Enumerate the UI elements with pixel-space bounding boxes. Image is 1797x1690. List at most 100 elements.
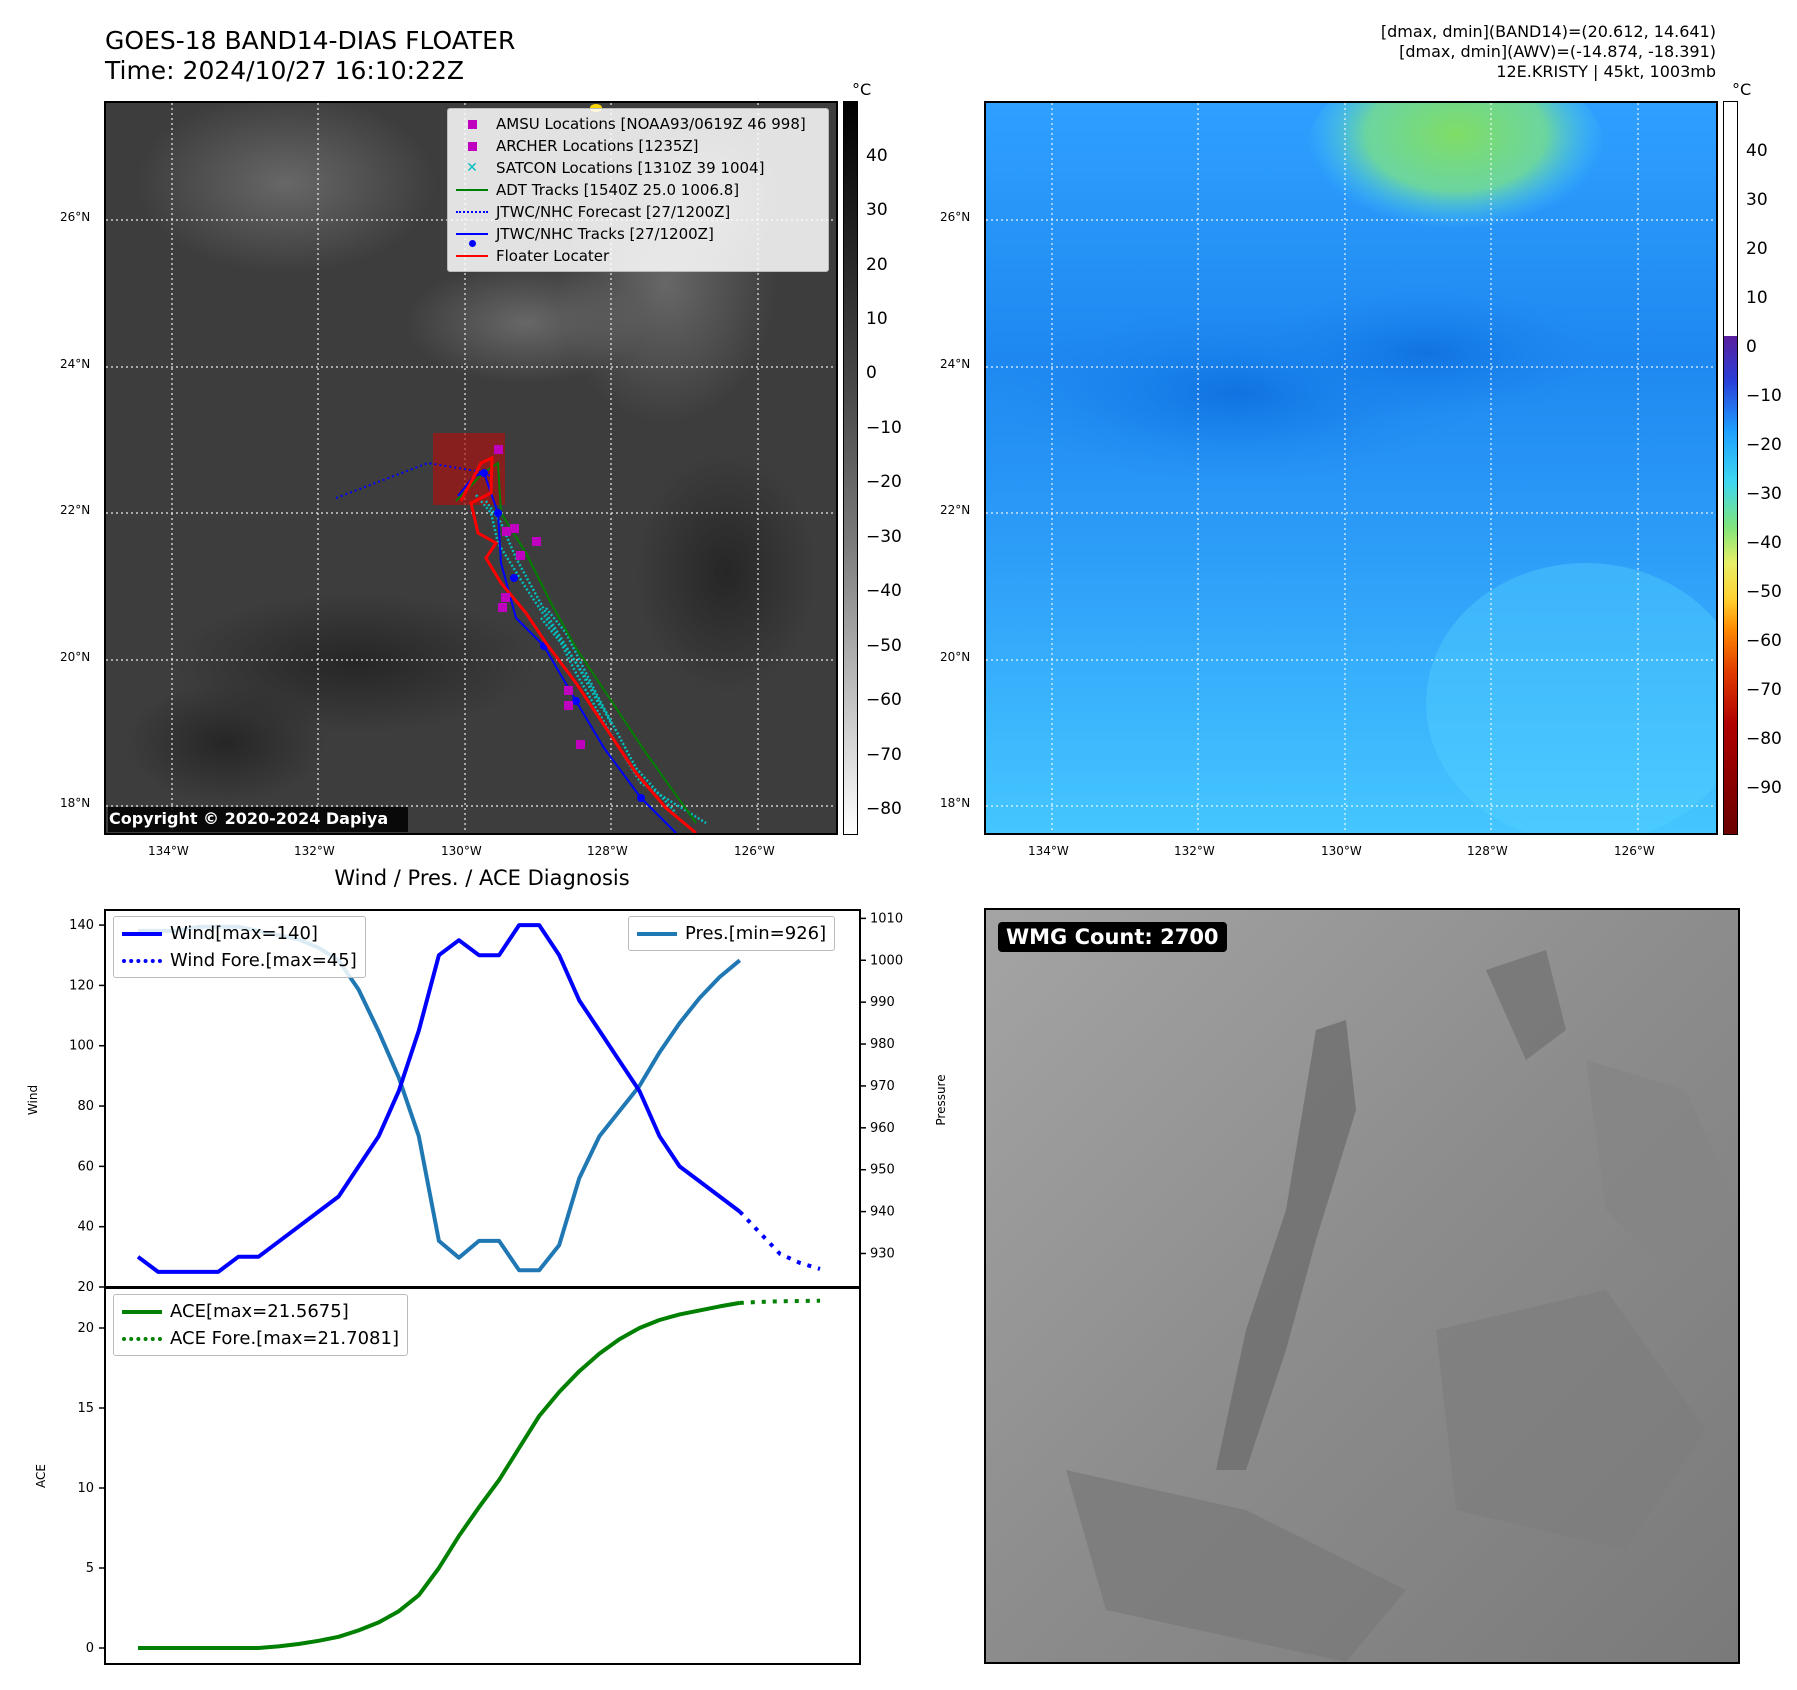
- lat-label: 20°N: [940, 650, 971, 664]
- satcon-x-icon: ✕: [466, 160, 478, 176]
- colorbar-left-tick: −70: [866, 745, 902, 765]
- colorbar-right-tick: 30: [1746, 190, 1768, 210]
- colorbar-left-tick: −10: [866, 418, 902, 438]
- colorbar-left-tick: 20: [866, 255, 888, 275]
- figure-time: Time: 2024/10/27 16:10:22Z: [105, 56, 464, 85]
- wind-forecast-line: [738, 1210, 821, 1271]
- colorbar-right-tick: −10: [1746, 386, 1782, 406]
- ir-map-panel: Copyright © 2020-2024 Dapiya AMSU Locati…: [104, 101, 838, 835]
- legend-floater: Floater Locater: [448, 245, 828, 267]
- colorbar-left-tick: −30: [866, 527, 902, 547]
- pressure-line-icon: [637, 931, 677, 936]
- wind-line: [136, 923, 742, 1274]
- colorbar-right-tick: −70: [1746, 680, 1782, 700]
- colorbar-right-tick: −30: [1746, 484, 1782, 504]
- colorbar-left-tick: −80: [866, 799, 902, 819]
- colorbar-left-tick: 30: [866, 200, 888, 220]
- lat-label: 18°N: [60, 796, 91, 810]
- colorbar-left: [843, 101, 858, 835]
- y-tick-label: 10: [77, 1481, 94, 1496]
- lon-label: 130°W: [1321, 844, 1362, 858]
- wind-line-icon: [122, 931, 162, 936]
- colorbar-right-tick: −90: [1746, 778, 1782, 798]
- y-tick-label: 100: [69, 1039, 94, 1054]
- colorbar-right-tick: −40: [1746, 533, 1782, 553]
- legend-wind-forecast: Wind Fore.[max=45]: [114, 947, 365, 974]
- lat-label: 22°N: [940, 503, 971, 517]
- colorbar-right-tick: 10: [1746, 288, 1768, 308]
- lon-label: 130°W: [441, 844, 482, 858]
- y-tick-label: 5: [86, 1561, 94, 1576]
- y-tick-label: 0: [86, 1641, 94, 1656]
- colorbar-right-tick: 20: [1746, 239, 1768, 259]
- y-tick-label: 15: [77, 1401, 94, 1416]
- colorbar-right-unit: °C: [1732, 80, 1752, 99]
- map-legend: AMSU Locations [NOAA93/0619Z 46 998] ARC…: [447, 108, 829, 272]
- y-tick-label: 60: [77, 1159, 94, 1174]
- y-tick-label: 80: [77, 1099, 94, 1114]
- y-tick-label: 140: [69, 918, 94, 933]
- awv-range: [dmax, dmin](AWV)=(-14.874, -18.391): [1399, 42, 1716, 61]
- storm-info: 12E.KRISTY | 45kt, 1003mb: [1496, 62, 1716, 81]
- colorbar-left-tick: −60: [866, 690, 902, 710]
- lon-label: 126°W: [1614, 844, 1655, 858]
- ace-line: [138, 1300, 741, 1650]
- colorbar-left-tick: −20: [866, 472, 902, 492]
- legend-tracks: JTWC/NHC Tracks [27/1200Z]: [448, 223, 828, 247]
- lon-label: 128°W: [587, 844, 628, 858]
- lon-label: 132°W: [1174, 844, 1215, 858]
- pressure-legend: Pres.[min=926]: [628, 916, 836, 951]
- y-right-tick-label: 990: [870, 995, 895, 1010]
- wind-legend: Wind[max=140] Wind Fore.[max=45]: [113, 916, 366, 978]
- archer-square-icon: [456, 141, 488, 151]
- pressure-axis-label: Pressure: [934, 1074, 948, 1125]
- colorbar-right: [1723, 101, 1738, 835]
- colorbar-left-tick: −40: [866, 581, 902, 601]
- ace-axes-frame: [104, 1287, 861, 1665]
- colorbar-left-tick: 40: [866, 146, 888, 166]
- y-tick-label: 120: [69, 978, 94, 993]
- lon-label: 132°W: [294, 844, 335, 858]
- colorbar-right-tick: −50: [1746, 582, 1782, 602]
- forecast-dotted-icon: [456, 211, 488, 213]
- wind-forecast-dotted-icon: [122, 958, 162, 963]
- amsu-square-icon: [456, 119, 488, 129]
- ace-axis-label: ACE: [34, 1464, 48, 1488]
- lat-label: 22°N: [60, 503, 91, 517]
- pressure-line: [138, 924, 742, 1273]
- floater-line-icon: [456, 255, 488, 257]
- lon-label: 128°W: [1467, 844, 1508, 858]
- y-right-tick-label: 960: [870, 1121, 895, 1136]
- lon-label: 126°W: [734, 844, 775, 858]
- adt-line-icon: [456, 189, 488, 191]
- colorbar-right-tick: −60: [1746, 631, 1782, 651]
- colorbar-left-tick: −50: [866, 636, 902, 656]
- lon-label: 134°W: [1028, 844, 1069, 858]
- legend-amsu: AMSU Locations [NOAA93/0619Z 46 998]: [448, 113, 828, 135]
- y-tick-label: 20: [77, 1280, 94, 1295]
- lat-label: 26°N: [940, 210, 971, 224]
- wmg-image: [986, 910, 1738, 1662]
- y-right-tick-label: 970: [870, 1079, 895, 1094]
- legend-adt: ADT Tracks [1540Z 25.0 1006.8]: [448, 179, 828, 201]
- ace-forecast-line: [739, 1298, 821, 1305]
- legend-satcon: ✕ SATCON Locations [1310Z 39 1004]: [448, 157, 828, 179]
- lat-label: 24°N: [940, 357, 971, 371]
- legend-archer: ARCHER Locations [1235Z]: [448, 135, 828, 157]
- y-right-tick-label: 930: [870, 1246, 895, 1261]
- lat-label: 24°N: [60, 357, 91, 371]
- copyright-label: Copyright © 2020-2024 Dapiya: [109, 809, 389, 828]
- ace-line-icon: [122, 1309, 162, 1314]
- lon-label: 134°W: [148, 844, 189, 858]
- y-right-tick-label: 950: [870, 1163, 895, 1178]
- wind-axis-label: Wind: [26, 1085, 40, 1115]
- wv-map-panel: [984, 101, 1718, 835]
- y-tick-label: 20: [77, 1321, 94, 1336]
- lat-label: 20°N: [60, 650, 91, 664]
- y-right-tick-label: 1000: [870, 953, 903, 968]
- lat-label: 26°N: [60, 210, 91, 224]
- y-right-tick-label: 980: [870, 1037, 895, 1052]
- colorbar-left-tick: 10: [866, 309, 888, 329]
- diagnosis-title: Wind / Pres. / ACE Diagnosis: [334, 866, 630, 890]
